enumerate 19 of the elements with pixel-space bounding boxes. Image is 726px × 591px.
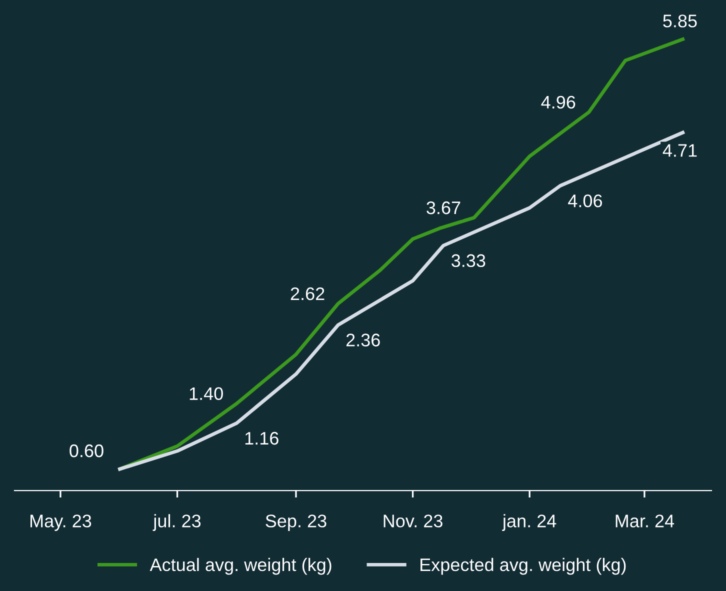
legend-label: Actual avg. weight (kg)	[150, 558, 332, 575]
x-tick-label: May. 23	[30, 514, 92, 531]
data-label: 5.85	[663, 14, 697, 28]
x-tick-label: Mar. 24	[616, 514, 674, 528]
data-label: 0.60	[70, 444, 104, 458]
x-tick-label: jul. 23	[152, 514, 201, 531]
x-tick-label: jan. 24	[502, 514, 556, 531]
x-tick-label: Nov. 23	[384, 514, 442, 528]
legend-label: Expected avg. weight (kg)	[420, 558, 626, 575]
data-label: 4.71	[662, 144, 697, 157]
data-label: 1.16	[245, 432, 278, 445]
data-label: 2.36	[346, 334, 380, 346]
data-label: 4.06	[568, 194, 602, 208]
data-label: 3.33	[452, 254, 486, 268]
data-label: 2.62	[290, 287, 324, 300]
data-label: 4.96	[541, 96, 576, 109]
data-label: 1.40	[190, 387, 223, 400]
x-tick-label: Sep. 23	[266, 514, 326, 531]
data-label: 3.67	[426, 201, 460, 214]
